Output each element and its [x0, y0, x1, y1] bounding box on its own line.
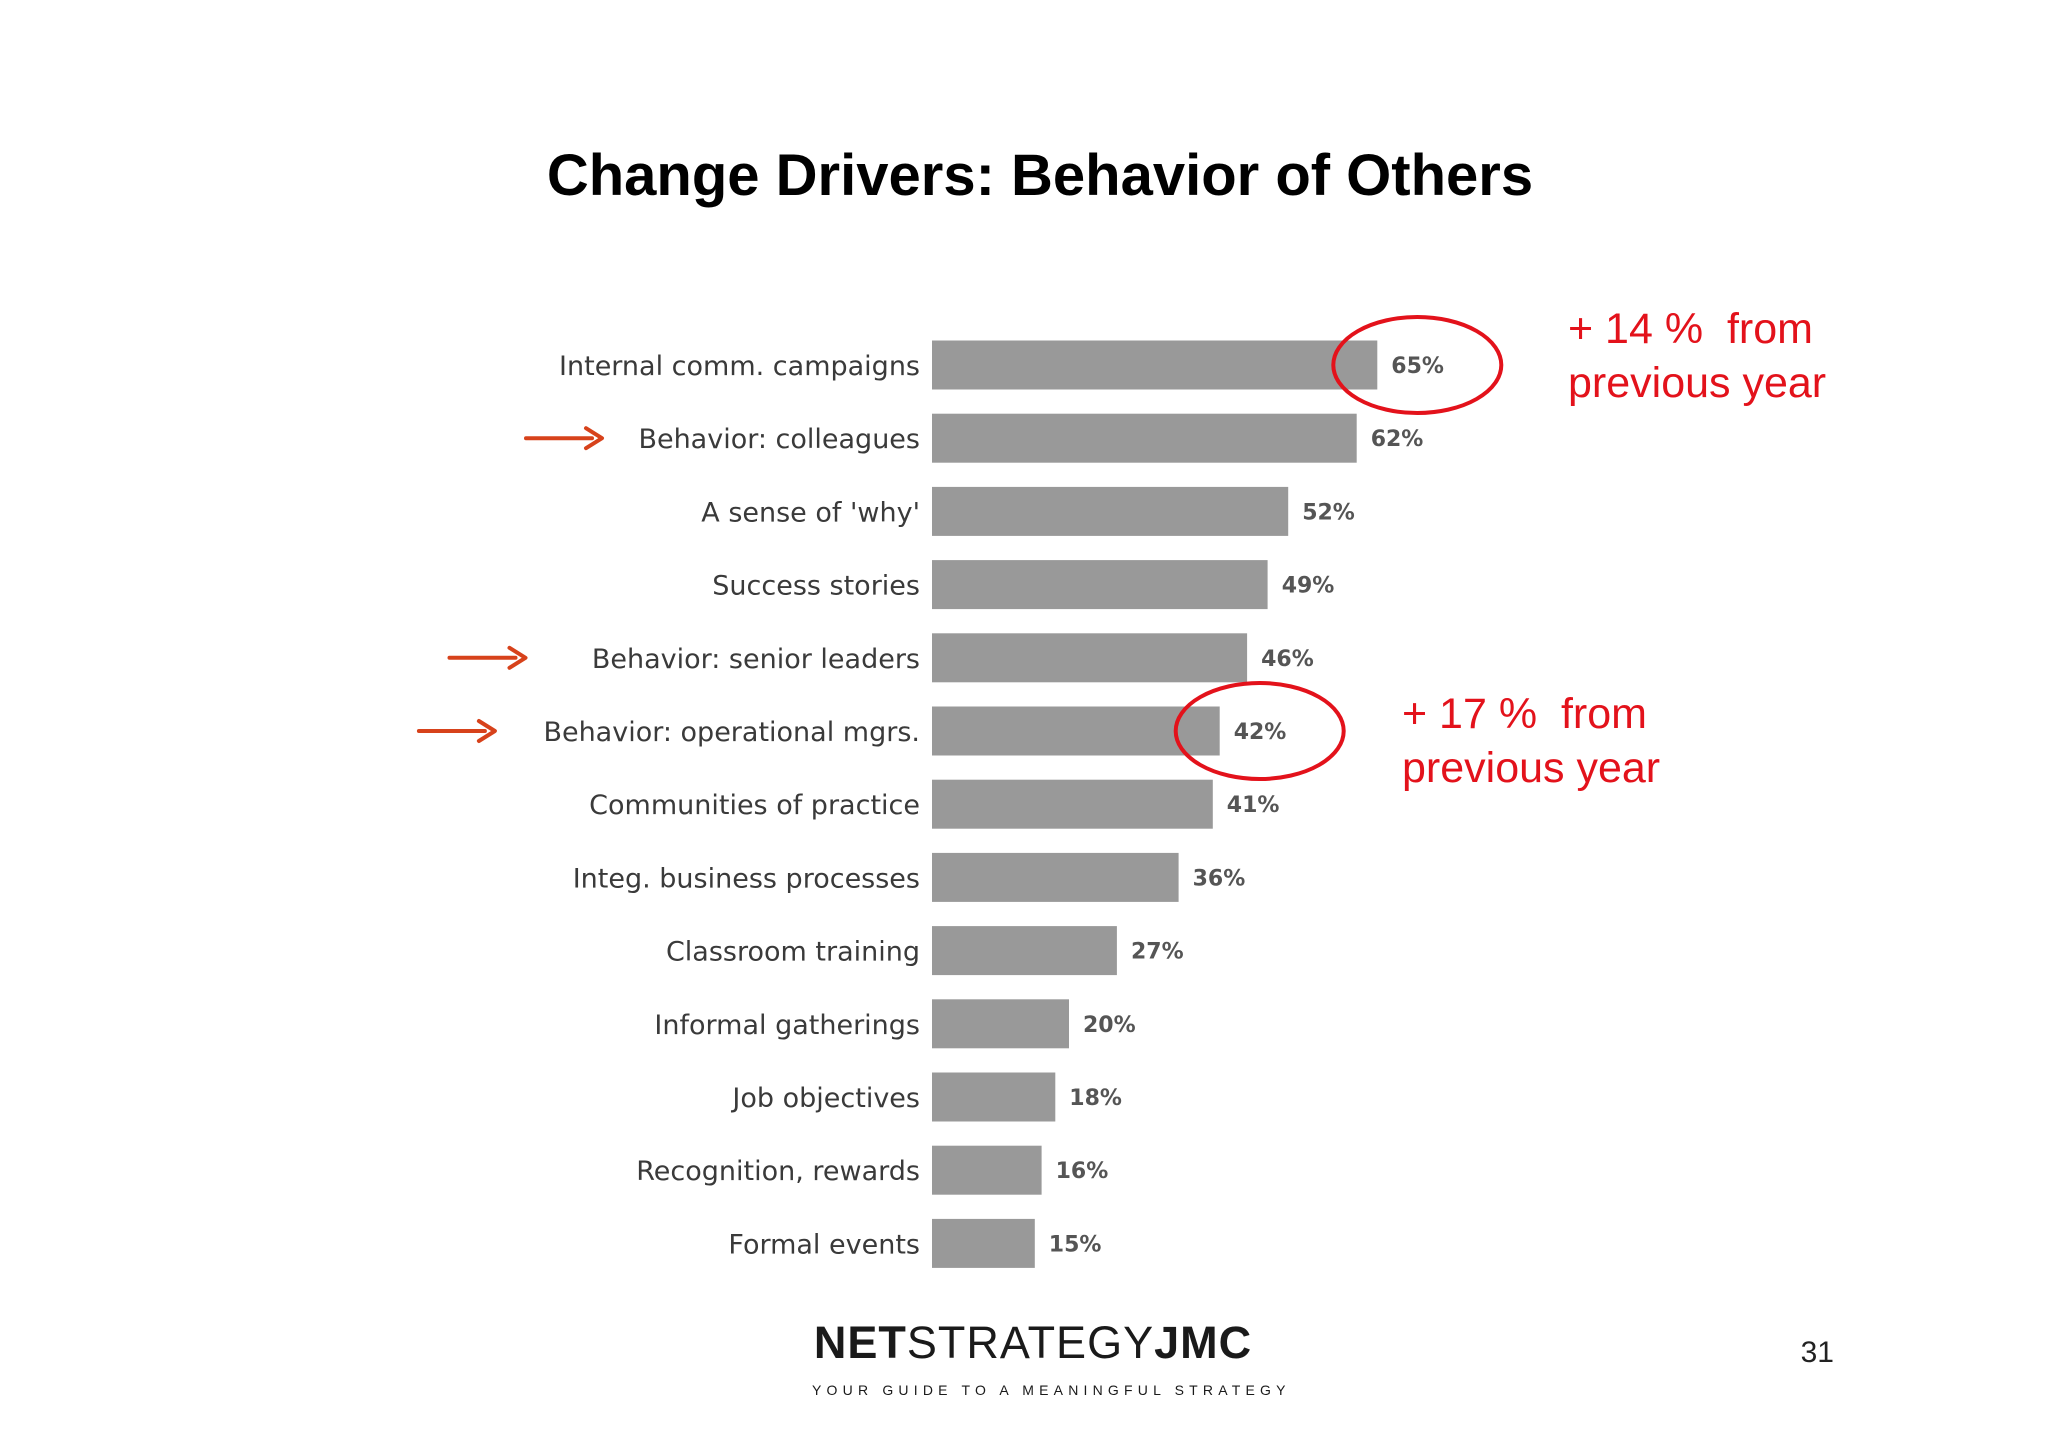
annotation-mid-line2: previous year — [1402, 744, 1661, 792]
highlight-arrow-behavior-operational-mgrs — [416, 719, 497, 743]
category-label-a-sense-of-why: A sense of 'why' — [701, 497, 920, 528]
value-label-job-objectives: 18% — [1069, 1086, 1122, 1111]
page-number: 31 — [1800, 1336, 1834, 1369]
category-label-job-objectives: Job objectives — [730, 1083, 920, 1114]
value-label-informal-gatherings: 20% — [1083, 1013, 1136, 1038]
slide-title: Change Drivers: Behavior of Others — [546, 143, 1534, 208]
bar-behavior-operational-mgrs — [932, 706, 1220, 756]
value-label-behavior-colleagues: 62% — [1371, 427, 1424, 452]
bar-formal-events — [932, 1218, 1035, 1268]
category-label-communities-of-practice: Communities of practice — [589, 790, 920, 821]
bar-informal-gatherings — [932, 999, 1069, 1049]
bar-recognition-rewards — [932, 1145, 1042, 1195]
bar-integ-business-processes — [932, 852, 1179, 902]
arrows-layer — [416, 426, 604, 743]
annotation-top-line1: + 14 % from — [1568, 305, 1813, 353]
value-label-communities-of-practice: 41% — [1227, 793, 1280, 818]
value-label-a-sense-of-why: 52% — [1302, 500, 1355, 525]
category-label-success-stories: Success stories — [712, 571, 920, 602]
value-label-success-stories: 49% — [1282, 574, 1335, 599]
highlight-arrow-behavior-senior-leaders — [447, 645, 528, 670]
annotation-mid-line1: + 17 % from — [1402, 690, 1647, 738]
bar-job-objectives — [932, 1072, 1056, 1122]
bar-behavior-senior-leaders — [932, 633, 1248, 683]
value-label-behavior-operational-mgrs: 42% — [1234, 720, 1287, 745]
bars-layer — [932, 340, 1378, 1268]
bar-classroom-training — [932, 926, 1117, 976]
highlight-arrow-behavior-colleagues — [524, 426, 604, 451]
logo-tagline: YOUR GUIDE TO A MEANINGFUL STRATEGY — [812, 1382, 1291, 1398]
circles-layer — [1173, 315, 1504, 781]
category-label-recognition-rewards: Recognition, rewards — [636, 1156, 920, 1187]
value-label-internal-comm-campaigns: 65% — [1391, 354, 1444, 379]
category-label-formal-events: Formal events — [728, 1229, 920, 1260]
labels-layer: Internal comm. campaigns 65% Behavior: col… — [543, 351, 1444, 1260]
logo-strategy: STRATEGY — [906, 1317, 1155, 1368]
logo-jmc: JMC — [1154, 1317, 1253, 1368]
bar-communities-of-practice — [932, 779, 1213, 829]
annotation-mid: + 17 % from previous year — [1402, 687, 1660, 795]
company-logo: NETSTRATEGYJMC YOUR GUIDE TO A MEANINGFU… — [812, 1318, 1291, 1399]
bar-internal-comm-campaigns — [932, 340, 1378, 390]
logo-net: NET — [813, 1317, 907, 1368]
value-label-formal-events: 15% — [1049, 1232, 1102, 1257]
category-label-internal-comm-campaigns: Internal comm. campaigns — [559, 351, 920, 382]
category-label-informal-gatherings: Informal gatherings — [654, 1010, 920, 1041]
value-label-recognition-rewards: 16% — [1056, 1159, 1109, 1184]
annotation-top-line2: previous year — [1568, 359, 1827, 407]
value-label-integ-business-processes: 36% — [1193, 866, 1246, 891]
category-label-classroom-training: Classroom training — [666, 937, 920, 968]
bar-a-sense-of-why — [932, 486, 1289, 536]
logo-wordmark: NETSTRATEGYJMC — [812, 1318, 1254, 1368]
category-label-integ-business-processes: Integ. business processes — [573, 863, 920, 894]
highlight-circle-65-percent — [1331, 315, 1504, 415]
value-label-behavior-senior-leaders: 46% — [1261, 647, 1314, 672]
annotation-top: + 14 % from previous year — [1568, 302, 1826, 410]
category-label-behavior-operational-mgrs: Behavior: operational mgrs. — [543, 717, 920, 748]
highlight-circle-42-percent — [1173, 681, 1346, 781]
category-label-behavior-senior-leaders: Behavior: senior leaders — [592, 644, 920, 675]
value-label-classroom-training: 27% — [1131, 940, 1184, 965]
category-label-behavior-colleagues: Behavior: colleagues — [638, 424, 920, 455]
bar-success-stories — [932, 560, 1268, 610]
bar-behavior-colleagues — [932, 413, 1357, 463]
